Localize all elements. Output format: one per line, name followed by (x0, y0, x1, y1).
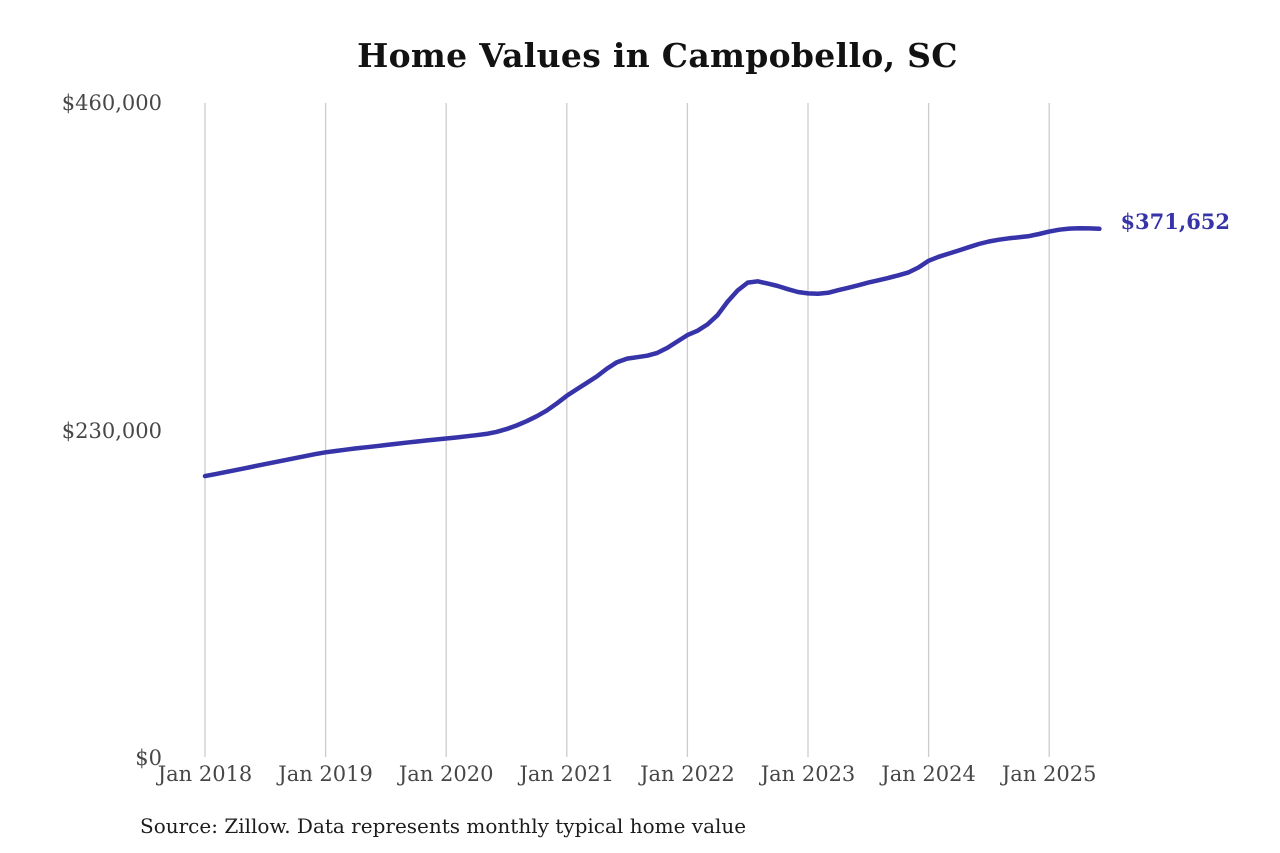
latest-value-label: $371,652 (1120, 208, 1231, 234)
chart-title: Home Values in Campobello, SC (357, 36, 958, 75)
source-note: Source: Zillow. Data represents monthly … (140, 814, 747, 838)
home-value-line (202, 225, 1102, 479)
